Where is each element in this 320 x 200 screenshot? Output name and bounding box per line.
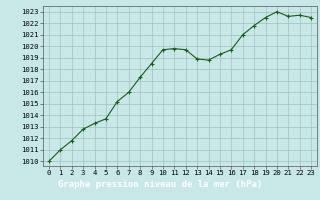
Text: Graphe pression niveau de la mer (hPa): Graphe pression niveau de la mer (hPa) [58,180,262,189]
